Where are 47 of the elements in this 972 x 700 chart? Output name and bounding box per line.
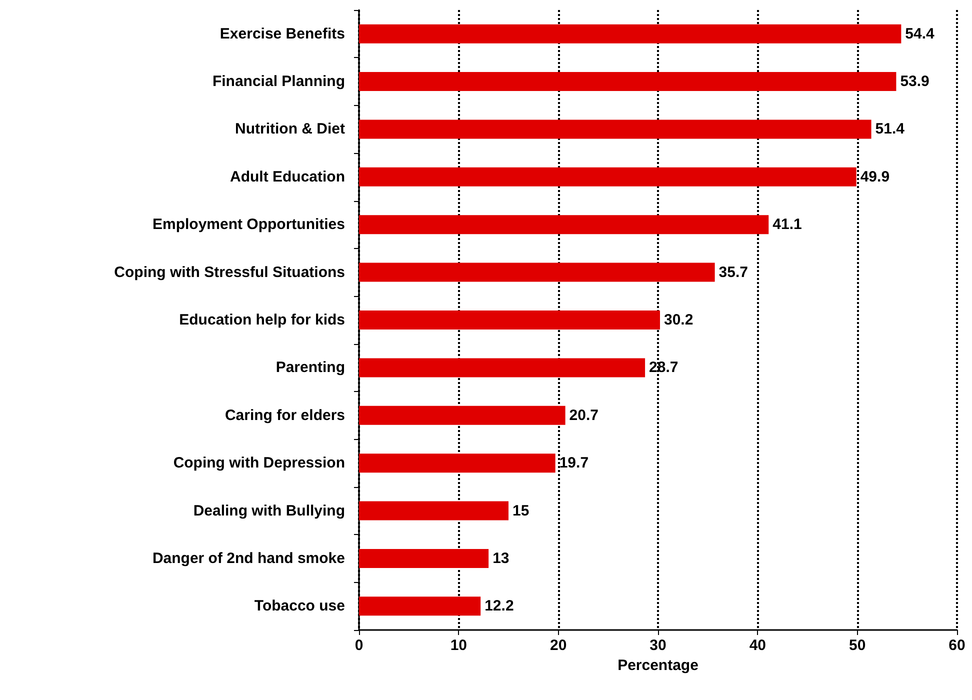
y-tick-label: Adult Education <box>230 168 345 186</box>
bar <box>359 406 566 425</box>
x-axis-title: Percentage <box>618 656 698 674</box>
data-label: 13 <box>492 550 510 567</box>
y-tick-label: Tobacco use <box>254 598 345 615</box>
bar <box>359 215 769 234</box>
data-label: 19.7 <box>559 454 589 472</box>
data-label: 49.9 <box>860 168 890 186</box>
y-tick-label: Dealing with Bullying <box>193 502 345 520</box>
bar <box>359 548 489 568</box>
y-tick-label: Danger of 2nd hand smoke <box>152 550 345 567</box>
x-tick-label: 20 <box>550 637 567 654</box>
y-tick-label: Education help for kids <box>179 312 345 328</box>
y-tick-label: Parenting <box>276 359 345 376</box>
y-tick-label: Exercise Benefits <box>220 25 345 42</box>
x-tick-label: 40 <box>749 637 766 654</box>
x-tick-label: 50 <box>848 637 866 654</box>
bar <box>359 358 646 378</box>
data-label: 53.9 <box>900 73 930 90</box>
y-tick-label: Coping with Depression <box>173 454 345 472</box>
x-tick-label: 0 <box>354 637 364 654</box>
x-tick-label: 10 <box>450 637 468 654</box>
bar <box>359 310 660 330</box>
x-tick-label: 30 <box>650 637 666 654</box>
data-label: 35.7 <box>718 264 748 281</box>
data-label: 20.7 <box>569 406 599 424</box>
data-label: 28.7 <box>649 359 678 376</box>
data-label: 30.2 <box>664 312 694 328</box>
bar <box>359 454 556 473</box>
data-label: 41.1 <box>772 216 802 234</box>
bar <box>359 262 715 282</box>
bar <box>359 72 896 92</box>
bar <box>359 24 902 44</box>
data-label: 51.4 <box>875 120 906 138</box>
y-tick-label: Caring for elders <box>224 406 345 424</box>
bar <box>359 596 481 616</box>
y-tick-label: Financial Planning <box>212 73 345 90</box>
bar <box>359 501 508 520</box>
y-tick-label: Nutrition & Diet <box>235 120 345 138</box>
bar <box>359 120 872 139</box>
y-tick-label: Employment Opportunities <box>152 216 345 234</box>
data-label: 15 <box>512 502 530 520</box>
x-tick-label: 60 <box>948 637 966 654</box>
data-label: 54.4 <box>905 25 936 42</box>
bar <box>359 167 856 186</box>
data-label: 12.2 <box>484 598 514 615</box>
y-tick-label: Coping with Stressful Situations <box>114 264 345 281</box>
